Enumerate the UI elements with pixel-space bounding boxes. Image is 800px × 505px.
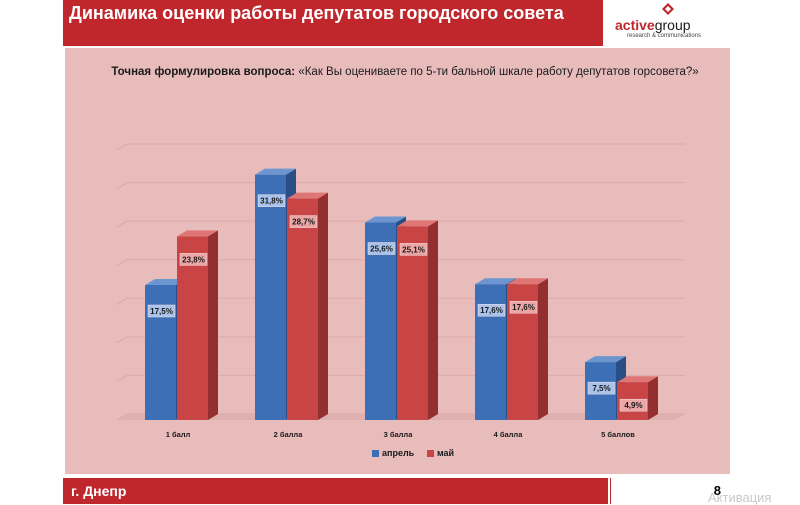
data-label-box bbox=[257, 194, 286, 207]
footer-city: г. Днепр bbox=[71, 483, 127, 499]
page-number: 8 bbox=[713, 483, 721, 498]
question-body: «Как Вы оцениваете по 5-ти бальной шкале… bbox=[298, 66, 699, 78]
gridline-diagonal bbox=[116, 182, 128, 190]
data-label-box bbox=[509, 300, 538, 314]
question-prefix: Точная формулировка вопроса: bbox=[111, 66, 296, 78]
question-text: Точная формулировка вопроса: «Как Вы оце… bbox=[95, 65, 715, 79]
logo: activegroup research & communications bbox=[609, 2, 730, 46]
watermark: Активация bbox=[708, 490, 772, 505]
bar-side bbox=[648, 376, 658, 420]
legend-label: апрель bbox=[382, 448, 415, 458]
data-label-box bbox=[399, 243, 428, 256]
data-label-box bbox=[587, 381, 616, 395]
data-label: 31,8% bbox=[260, 197, 283, 206]
data-label-box bbox=[147, 304, 176, 318]
bar-top bbox=[507, 278, 548, 285]
bar bbox=[287, 198, 318, 420]
bar-side bbox=[318, 192, 328, 420]
logo-text: activegroup bbox=[615, 17, 691, 33]
header-bar: Динамика оценки работы депутатов городск… bbox=[63, 0, 603, 46]
category-label: 1 балл bbox=[166, 430, 191, 439]
bar bbox=[365, 222, 396, 420]
page-number-box: 8 bbox=[610, 478, 731, 504]
data-label: 17,6% bbox=[512, 303, 535, 312]
bar-top bbox=[585, 356, 626, 363]
legend-label: май bbox=[437, 448, 454, 458]
bar-side bbox=[538, 278, 548, 420]
category-label: 2 балла bbox=[274, 430, 304, 439]
category-label: 4 балла bbox=[494, 430, 524, 439]
footer-bar: г. Днепр bbox=[63, 478, 608, 504]
legend-swatch bbox=[427, 450, 434, 457]
gridline-diagonal bbox=[116, 143, 128, 151]
data-label-box bbox=[289, 215, 318, 228]
chart-area: Точная формулировка вопроса: «Как Вы оце… bbox=[65, 48, 730, 474]
legend-swatch bbox=[372, 450, 379, 457]
bar-top bbox=[475, 278, 516, 285]
bar bbox=[397, 226, 428, 420]
data-label-box bbox=[477, 303, 506, 317]
data-label: 25,1% bbox=[402, 245, 425, 254]
bar-top bbox=[397, 220, 438, 227]
gridline-diagonal bbox=[116, 374, 128, 382]
bar bbox=[255, 174, 286, 420]
bar-top bbox=[145, 279, 186, 285]
bar-top bbox=[255, 168, 296, 175]
bar-side bbox=[208, 230, 218, 420]
slide: Динамика оценки работы депутатов городск… bbox=[63, 0, 731, 504]
bar-top bbox=[287, 192, 328, 199]
bar-side bbox=[428, 220, 438, 420]
logo-brand-main: active bbox=[615, 17, 655, 33]
gridline-diagonal bbox=[116, 220, 128, 228]
data-label: 28,7% bbox=[292, 218, 315, 227]
bar-top bbox=[177, 230, 218, 237]
gridline-diagonal bbox=[116, 336, 128, 344]
bar bbox=[177, 236, 208, 420]
data-label: 7,5% bbox=[592, 384, 610, 393]
category-label: 3 балла bbox=[384, 430, 414, 439]
bar-chart: 17,5% 23,8% 1 балл 31,8% 28,7% 2 балла 25,6% 25… bbox=[116, 143, 685, 458]
bar-top bbox=[365, 216, 406, 223]
data-label: 4,9% bbox=[624, 401, 642, 410]
logo-diamond-icon bbox=[662, 3, 674, 15]
data-label-box bbox=[619, 398, 648, 412]
data-label-box bbox=[367, 242, 396, 255]
logo-tagline: research & communications bbox=[627, 33, 702, 39]
data-label: 17,5% bbox=[150, 307, 173, 316]
data-label: 25,6% bbox=[370, 245, 393, 254]
data-label: 23,8% bbox=[182, 255, 205, 264]
page-title: Динамика оценки работы депутатов городск… bbox=[69, 3, 564, 23]
gridline-diagonal bbox=[116, 259, 128, 267]
logo-brand-rest: group bbox=[654, 17, 691, 33]
bar-top bbox=[617, 376, 658, 383]
data-label-box bbox=[179, 253, 208, 266]
gridline-diagonal bbox=[116, 297, 128, 305]
data-label: 17,6% bbox=[480, 306, 503, 315]
category-label: 5 баллов bbox=[601, 430, 635, 439]
